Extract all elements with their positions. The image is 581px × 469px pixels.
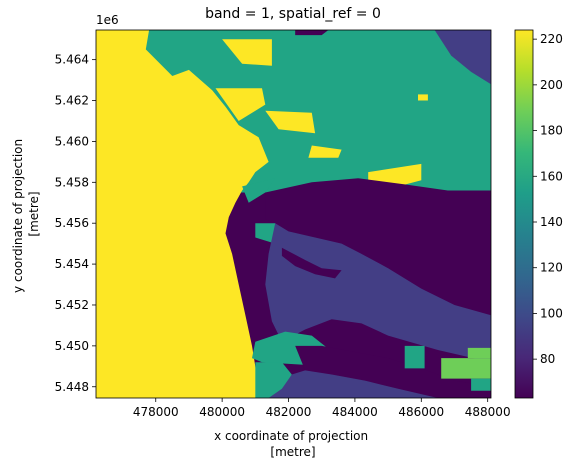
raster-region-19 <box>404 345 425 369</box>
raster-region-11 <box>265 178 491 326</box>
raster-region-5 <box>215 88 266 121</box>
raster-region-21 <box>467 347 491 359</box>
y-tick-label: 5.462 <box>55 94 89 108</box>
raster-region-10 <box>242 178 276 203</box>
colorbar-tick-label: 80 <box>540 352 555 366</box>
raster-region-8 <box>368 163 422 187</box>
colorbar <box>514 29 534 399</box>
x-tick-label: 482000 <box>266 405 312 419</box>
y-tick-label: 5.452 <box>55 298 89 312</box>
raster-region-6 <box>265 110 316 134</box>
y-offset-label: 1e6 <box>96 13 119 27</box>
raster-region-17 <box>295 345 491 398</box>
y-tick-label: 5.458 <box>55 175 89 189</box>
raster-region-1 <box>295 30 329 36</box>
raster-region-9 <box>418 94 428 101</box>
plot-frame <box>95 29 492 399</box>
y-tick-label: 5.464 <box>55 53 89 67</box>
y-tick-label: 5.460 <box>55 134 89 148</box>
colorbar-axis: 80 100 120 140 160 180 200 220 <box>533 32 563 366</box>
chart-title: band = 1, spatial_ref = 0 <box>205 6 381 22</box>
colorbar-tick-label: 140 <box>540 215 563 229</box>
x-tick-label: 484000 <box>332 405 378 419</box>
raster-region-3 <box>96 30 269 398</box>
x-tick-label: 478000 <box>133 405 179 419</box>
x-axis-label: x coordinate of projection [metre] <box>214 429 372 459</box>
raster-region-18 <box>268 370 438 398</box>
raster-region-7 <box>308 145 342 158</box>
raster-region-2 <box>434 30 491 85</box>
colorbar-tick-label: 200 <box>540 78 563 92</box>
y-axis-label-line-2: [metre] <box>27 191 41 236</box>
colorbar-tick-label: 220 <box>540 32 563 46</box>
colorbar-tick-label: 120 <box>540 261 563 275</box>
x-axis: 478000 480000 482000 484000 486000 488000 <box>133 398 511 419</box>
x-axis-label-line-1: x coordinate of projection <box>214 429 368 443</box>
x-tick-label: 486000 <box>398 405 444 419</box>
raster-region-20 <box>441 358 491 379</box>
y-tick-label: 5.450 <box>55 339 89 353</box>
raster-region-13 <box>265 223 491 363</box>
x-tick-label: 488000 <box>465 405 511 419</box>
y-tick-label: 5.456 <box>55 216 89 230</box>
raster-region-4 <box>222 39 272 66</box>
y-tick-label: 5.454 <box>55 257 89 271</box>
colorbar-tick-label: 160 <box>540 169 563 183</box>
y-axis: 5.448 5.450 5.452 5.454 5.456 5.458 5.460 5.462… <box>55 53 96 394</box>
colorbar-tick-label: 100 <box>540 306 563 320</box>
x-tick-label: 480000 <box>199 405 245 419</box>
y-axis-label: y coordinate of projection [metre] <box>11 135 41 293</box>
y-axis-label-line-1: y coordinate of projection <box>11 139 25 293</box>
heatmap-area <box>96 30 491 398</box>
raster-region-22 <box>471 378 491 391</box>
colorbar-tick-label: 180 <box>540 124 563 138</box>
y-tick-label: 5.448 <box>55 380 89 394</box>
x-axis-label-line-2: [metre] <box>270 445 315 459</box>
raster-region-14 <box>281 247 342 279</box>
